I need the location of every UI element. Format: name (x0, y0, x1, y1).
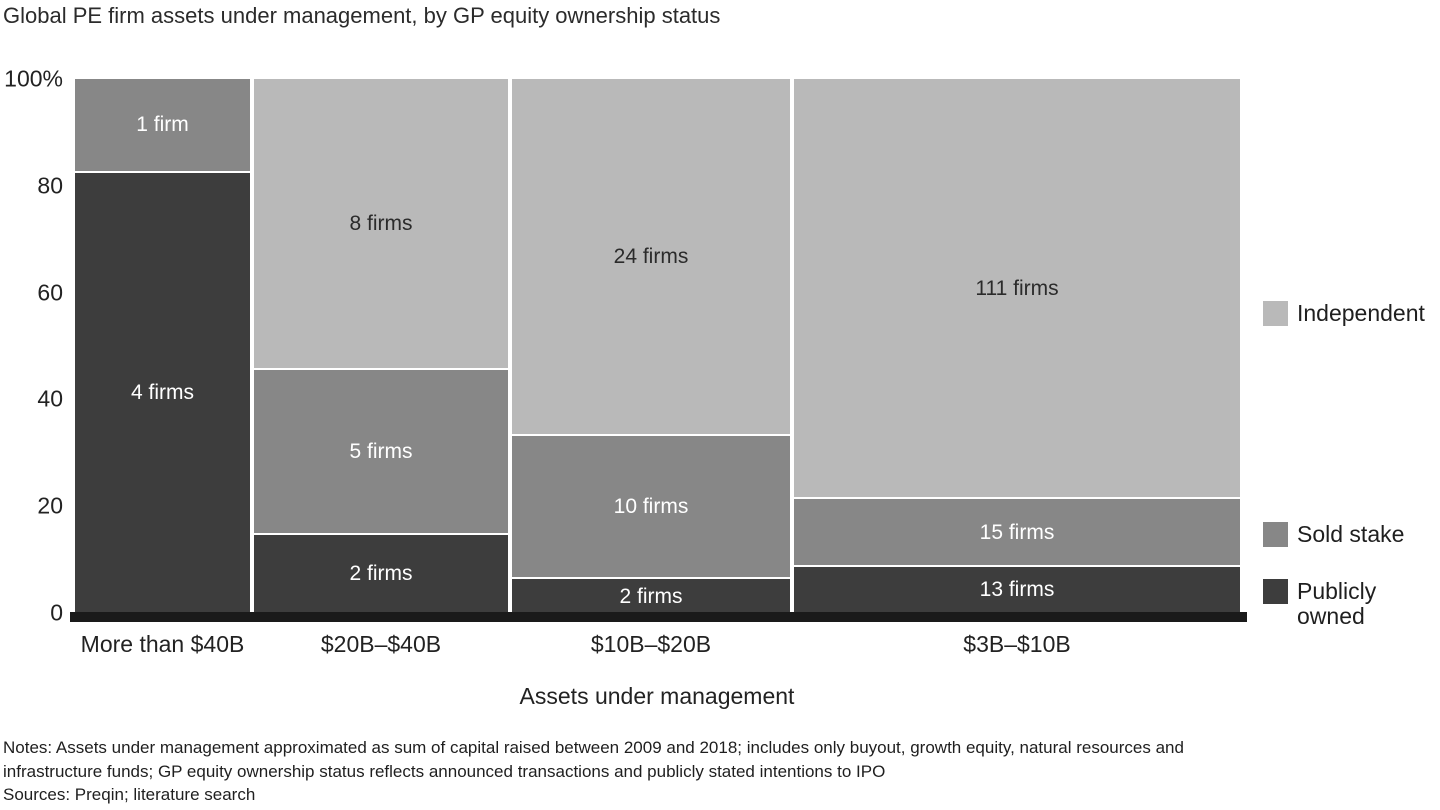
legend-item-sold-stake: Sold stake (1263, 522, 1404, 547)
plot-area: 1 firm 4 firms 8 firms 5 firms 2 firms 24 fir… (75, 79, 1240, 613)
segment-label: 5 firms (349, 440, 413, 464)
legend-swatch-publicly-owned (1263, 579, 1288, 604)
segment-label: 111 firms (975, 276, 1059, 300)
segment-label: 8 firms (349, 212, 413, 236)
segment-label: 13 firms (979, 578, 1055, 602)
segment-label: 4 firms (131, 381, 194, 405)
bar--10b-20b: 24 firms 10 firms 2 firms (512, 79, 790, 613)
segment-publicly-owned: 2 firms (254, 532, 508, 613)
note-line-3: Sources: Preqin; literature search (3, 785, 256, 804)
segment-label: 1 firm (136, 113, 189, 137)
bar--20b-40b: 8 firms 5 firms 2 firms (254, 79, 508, 613)
footnotes: Notes: Assets under management approxima… (3, 736, 1184, 807)
legend-label: Sold stake (1297, 521, 1405, 547)
y-tick-label: 0 (50, 599, 63, 626)
segment-label: 15 firms (979, 520, 1055, 544)
legend-label: Independent (1297, 300, 1425, 326)
segment-independent: 8 firms (254, 79, 508, 369)
bar--3b-10b: 111 firms 15 firms 13 firms (794, 79, 1240, 613)
segment-independent: 111 firms (794, 79, 1240, 498)
y-axis: 100% 80 60 40 20 0 (0, 0, 63, 810)
segment-publicly-owned: 4 firms (75, 170, 250, 613)
x-tick-label: More than $40B (80, 631, 245, 657)
legend-item-publicly-owned: Publicly owned (1263, 579, 1397, 629)
y-tick-label: 60 (37, 279, 63, 306)
segment-publicly-owned: 2 firms (512, 577, 790, 613)
note-line-2: infrastructure funds; GP equity ownershi… (3, 761, 886, 781)
y-tick-label: 40 (37, 385, 63, 412)
x-axis-line (70, 612, 1247, 622)
segment-label: 10 firms (613, 494, 689, 518)
y-tick-label: 100% (4, 65, 63, 92)
segment-sold-stake: 5 firms (254, 368, 508, 533)
legend-item-independent: Independent (1263, 301, 1425, 326)
legend-swatch-sold-stake (1263, 522, 1288, 547)
legend-swatch-independent (1263, 301, 1288, 326)
segment-independent: 24 firms (512, 79, 790, 434)
legend: Independent Sold stake Publicly owned (1263, 0, 1440, 810)
y-tick-label: 20 (37, 492, 63, 519)
y-tick-label: 80 (37, 172, 63, 199)
chart-title: Global PE firm assets under management, … (3, 3, 721, 28)
x-tick-label: $3B–$10B (963, 631, 1071, 657)
note-line-1: Notes: Assets under management approxima… (3, 738, 1184, 757)
x-axis-labels: More than $40B $20B–$40B $10B–$20B $3B–$10B (75, 631, 1240, 661)
x-tick-label: $20B–$40B (320, 631, 442, 657)
bar-more-than-40b: 1 firm 4 firms (75, 79, 250, 613)
segment-label: 2 firms (349, 562, 413, 586)
segment-sold-stake: 15 firms (794, 497, 1240, 565)
segment-sold-stake: 10 firms (512, 433, 790, 578)
x-axis-title: Assets under management (519, 683, 795, 709)
legend-label: Publicly owned (1297, 578, 1377, 629)
segment-sold-stake: 1 firm (75, 79, 250, 171)
x-tick-label: $10B–$20B (590, 631, 712, 657)
segment-publicly-owned: 13 firms (794, 564, 1240, 613)
segment-label: 24 firms (613, 244, 689, 268)
segment-label: 2 firms (619, 584, 683, 608)
